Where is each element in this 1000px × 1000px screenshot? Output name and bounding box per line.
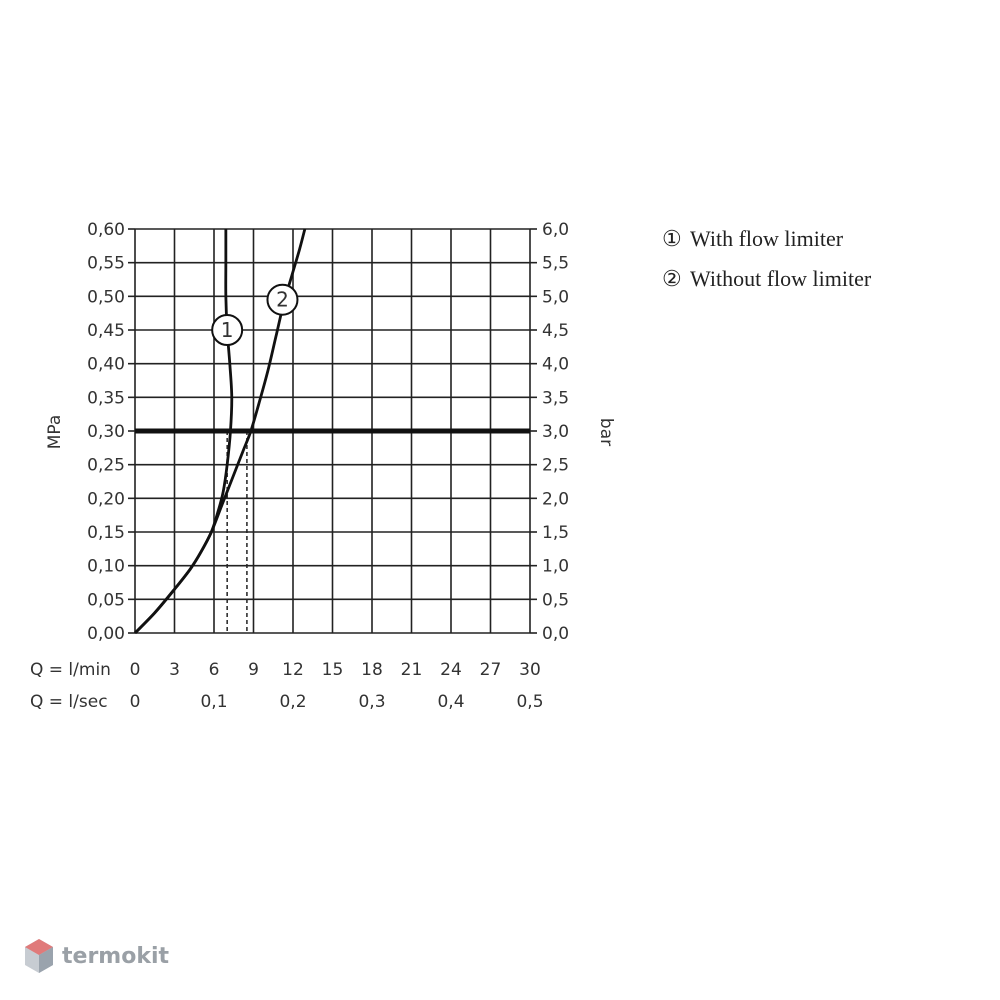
x-lmin-tick-label: 27 bbox=[480, 660, 502, 680]
y-right-tick-label: 5,5 bbox=[542, 254, 569, 274]
y-left-tick-label: 0,15 bbox=[87, 523, 125, 543]
y-right-tick-label: 5,0 bbox=[542, 287, 569, 307]
x-lmin-tick-label: 3 bbox=[169, 660, 180, 680]
legend-marker-1: ① bbox=[662, 226, 682, 251]
curve-layer: 12 bbox=[133, 228, 530, 634]
x-lmin-tick-label: 12 bbox=[282, 660, 304, 680]
y-left-tick-label: 0,05 bbox=[87, 590, 125, 610]
x-lmin-tick-label: 21 bbox=[401, 660, 423, 680]
x-lmin-tick-label: 15 bbox=[322, 660, 344, 680]
legend-item-with-limiter: ① With flow limiter bbox=[662, 226, 871, 266]
series-marker-label-2: 2 bbox=[276, 288, 289, 312]
y-right-tick-label: 3,0 bbox=[542, 422, 569, 442]
x-lmin-tick-label: 6 bbox=[209, 660, 220, 680]
legend: ① With flow limiter ② Without flow limiter bbox=[662, 226, 871, 306]
y-right-tick-label: 0,0 bbox=[542, 624, 569, 644]
y-right-tick-label: 1,5 bbox=[542, 523, 569, 543]
y-left-tick-label: 0,60 bbox=[87, 220, 125, 240]
x-lmin-tick-label: 24 bbox=[440, 660, 462, 680]
reading-lines bbox=[226, 431, 248, 633]
x-lsec-tick-label: 0,2 bbox=[279, 692, 306, 712]
y-right-tick-label: 2,0 bbox=[542, 489, 569, 509]
y-left-tick-label: 0,10 bbox=[87, 557, 125, 577]
series-marker-label-1: 1 bbox=[221, 318, 234, 342]
legend-label-without-limiter: Without flow limiter bbox=[690, 266, 872, 291]
y-right-tick-label: 1,0 bbox=[542, 557, 569, 577]
watermark-text: termokit bbox=[62, 943, 170, 969]
y-left-tick-label: 0,55 bbox=[87, 254, 125, 274]
x-lsec-tick-label: 0,1 bbox=[200, 692, 227, 712]
y-right-tick-label: 4,5 bbox=[542, 321, 569, 341]
y-left-tick-label: 0,25 bbox=[87, 456, 125, 476]
x-lmin-tick-label: 18 bbox=[361, 660, 383, 680]
y-right-tick-label: 3,5 bbox=[542, 388, 569, 408]
y-left-tick-label: 0,50 bbox=[87, 287, 125, 307]
legend-label-with-limiter: With flow limiter bbox=[690, 226, 844, 251]
series-marker-circle-2 bbox=[266, 283, 299, 316]
y-left-tick-label: 0,00 bbox=[87, 624, 125, 644]
legend-marker-2: ② bbox=[662, 266, 682, 291]
y-right-tick-label: 4,0 bbox=[542, 355, 569, 375]
y-right-axis-label: bar bbox=[596, 418, 616, 446]
y-right-tick-label: 0,5 bbox=[542, 590, 569, 610]
tick-label-layer: 0,00 0,00,05 0,50,10 1,00,15 1,50,20 2,00,25 2… bbox=[87, 220, 569, 712]
x-lsec-tick-label: 0 bbox=[130, 692, 141, 712]
x-lmin-tick-label: 9 bbox=[248, 660, 259, 680]
y-left-axis-label: MPa bbox=[45, 415, 65, 450]
y-left-tick-label: 0,45 bbox=[87, 321, 125, 341]
legend-item-without-limiter: ② Without flow limiter bbox=[662, 266, 871, 306]
x-lsec-tick-label: 0,3 bbox=[358, 692, 385, 712]
x-lsec-tick-label: 0,4 bbox=[437, 692, 464, 712]
y-right-tick-label: 6,0 bbox=[542, 220, 569, 240]
y-left-tick-label: 0,20 bbox=[87, 489, 125, 509]
x-lmin-tick-label: 30 bbox=[519, 660, 541, 680]
y-right-tick-label: 2,5 bbox=[542, 456, 569, 476]
watermark: termokit bbox=[24, 936, 169, 976]
y-left-tick-label: 0,30 bbox=[87, 422, 125, 442]
y-left-tick-label: 0,40 bbox=[87, 355, 125, 375]
x-lmin-axis-label: Q = l/min bbox=[30, 660, 111, 680]
termokit-logo-icon bbox=[25, 939, 53, 973]
x-lsec-tick-label: 0,5 bbox=[516, 692, 543, 712]
series-marker-circle-1 bbox=[211, 314, 244, 346]
y-left-tick-label: 0,35 bbox=[87, 388, 125, 408]
x-lmin-tick-label: 0 bbox=[130, 660, 141, 680]
x-lsec-axis-label: Q = l/sec bbox=[30, 692, 108, 712]
